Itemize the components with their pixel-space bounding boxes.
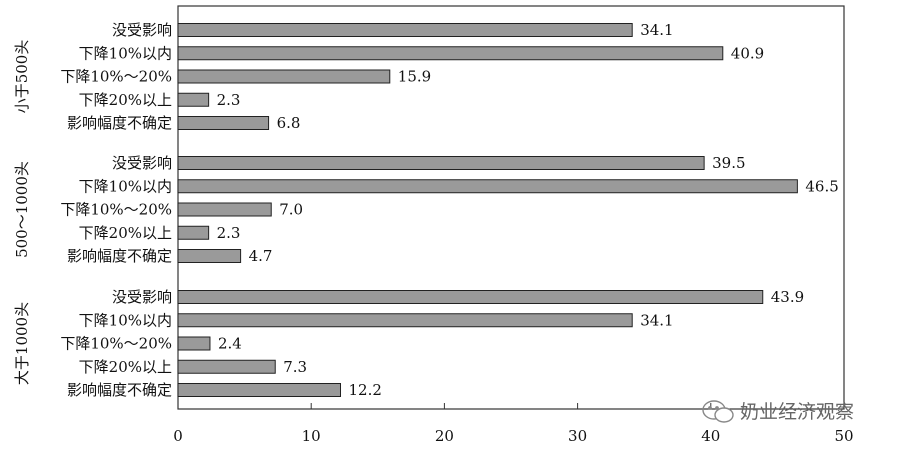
value-label: 34.1: [640, 311, 673, 329]
category-label: 没受影响: [112, 288, 172, 306]
category-label: 下降10%以内: [79, 311, 172, 329]
category-label: 影响幅度不确定: [67, 114, 172, 132]
bar: [177, 225, 210, 240]
bar: [177, 336, 211, 351]
x-tick-label: 50: [834, 427, 853, 445]
bar: [177, 156, 705, 170]
wechat-icon: [702, 400, 734, 423]
x-tick-label: 10: [302, 427, 321, 445]
bar-group: 小于500头 没受影响 34.1 下降10%以内 40.9 下降10%～20% 15.9 下降…: [13, 21, 764, 132]
category-label: 影响幅度不确定: [67, 381, 172, 399]
category-label: 没受影响: [112, 21, 172, 39]
x-axis: 0 10 20 30 40 50: [173, 403, 854, 445]
bar: [177, 92, 210, 107]
x-tick-label: 20: [435, 427, 454, 445]
category-label: 影响幅度不确定: [67, 247, 172, 265]
value-label: 15.9: [398, 68, 431, 86]
category-label: 下降20%以上: [79, 358, 172, 376]
value-label: 43.9: [771, 288, 804, 306]
group-label: 小于500头: [13, 40, 31, 114]
category-label: 下降20%以上: [79, 91, 172, 109]
bar: [177, 23, 633, 37]
value-label: 12.2: [349, 381, 382, 399]
value-label: 39.5: [712, 154, 745, 172]
value-label: 6.8: [277, 114, 301, 132]
value-label: 40.9: [731, 44, 764, 62]
value-label: 2.3: [217, 224, 241, 242]
plot-frame: [177, 5, 845, 410]
bar: [177, 179, 798, 194]
category-label: 下降10%以内: [79, 44, 172, 62]
group-label: 大于1000头: [13, 302, 31, 385]
bar: [177, 290, 764, 304]
bar: [177, 249, 242, 263]
category-label: 下降10%～20%: [60, 68, 172, 86]
category-label: 下降10%～20%: [60, 201, 172, 219]
category-label: 下降10%～20%: [60, 335, 172, 353]
bar: [177, 313, 633, 328]
bar: [177, 46, 724, 61]
value-label: 2.4: [218, 335, 242, 353]
value-label: 2.3: [217, 91, 241, 109]
bar: [177, 359, 276, 374]
value-label: 4.7: [249, 247, 273, 265]
x-tick-label: 40: [701, 427, 720, 445]
bar-group: 500～1000头 没受影响 39.5 下降10%以内 46.5 下降10%～20% 7.0…: [13, 154, 839, 265]
group-label: 500～1000头: [13, 161, 31, 258]
bar: [177, 116, 270, 130]
watermark: 奶业经济观察: [700, 396, 890, 426]
value-label: 34.1: [640, 21, 673, 39]
value-label: 7.0: [279, 201, 303, 219]
value-label: 7.3: [283, 358, 307, 376]
bar: [177, 69, 391, 84]
bar: [177, 202, 272, 217]
category-label: 没受影响: [112, 154, 172, 172]
bar: [177, 383, 342, 397]
value-label: 46.5: [805, 177, 838, 195]
bar-group: 大于1000头 没受影响 43.9 下降10%以内 34.1 下降10%～20% 2.4 下降…: [13, 288, 804, 399]
watermark-text: 奶业经济观察: [740, 401, 854, 423]
x-tick-label: 30: [568, 427, 587, 445]
category-label: 下降20%以上: [79, 224, 172, 242]
category-label: 下降10%以内: [79, 177, 172, 195]
x-tick-label: 0: [173, 427, 183, 445]
